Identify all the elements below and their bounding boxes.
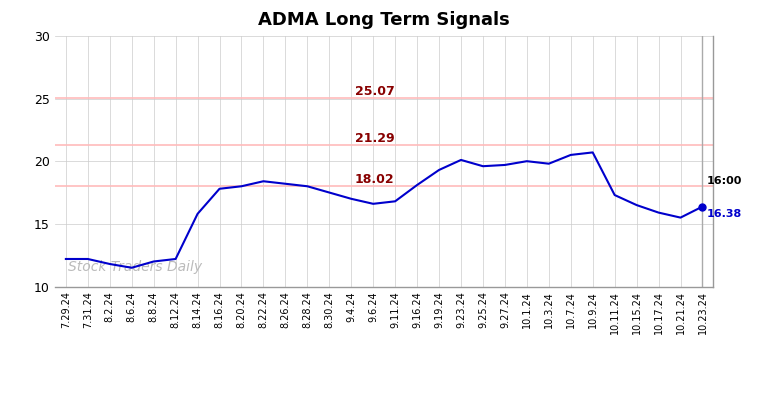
Text: 16:00: 16:00 [706, 176, 742, 186]
Text: Stock Traders Daily: Stock Traders Daily [68, 260, 202, 274]
Title: ADMA Long Term Signals: ADMA Long Term Signals [258, 11, 510, 29]
Text: 18.02: 18.02 [354, 173, 394, 186]
Text: 25.07: 25.07 [354, 85, 394, 98]
Text: 21.29: 21.29 [354, 132, 394, 145]
Text: 16.38: 16.38 [706, 209, 742, 219]
